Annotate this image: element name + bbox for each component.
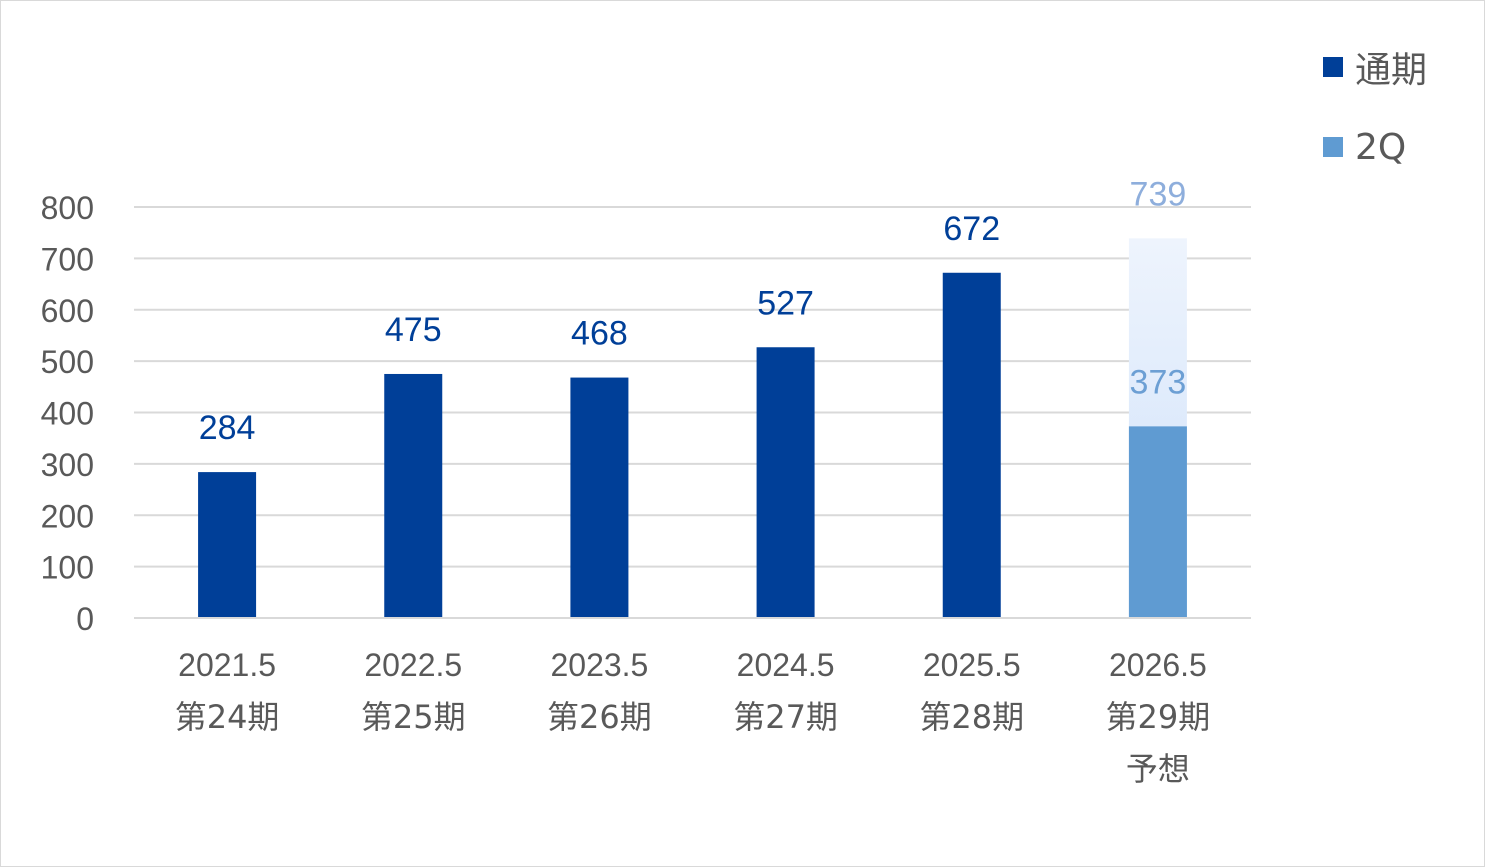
x-tick-label-1-line-1: 2021.5 bbox=[178, 647, 276, 683]
x-tick-label-4-line-2: 第27期 bbox=[733, 698, 838, 736]
bar-full-year-2 bbox=[384, 373, 443, 618]
data-label-2q: 373 bbox=[1130, 363, 1187, 401]
x-tick-label-3-line-1: 2023.5 bbox=[550, 647, 648, 683]
y-tick-label-0: 0 bbox=[76, 601, 94, 637]
y-tick-label-400: 400 bbox=[41, 396, 94, 432]
y-tick-label-500: 500 bbox=[41, 344, 94, 380]
y-tick-label-600: 600 bbox=[41, 293, 94, 329]
bar-2q bbox=[1128, 426, 1187, 618]
x-tick-label-2-line-1: 2022.5 bbox=[364, 647, 462, 683]
y-tick-label-100: 100 bbox=[41, 550, 94, 586]
legend-swatch-2q bbox=[1323, 137, 1343, 157]
x-tick-label-5-line-2: 第28期 bbox=[919, 698, 1024, 736]
legend: 通期 2Q bbox=[1323, 43, 1427, 203]
data-label-full-year-2: 475 bbox=[385, 311, 442, 349]
bar-full-year-3 bbox=[570, 377, 629, 618]
x-tick-label-3-line-2: 第26期 bbox=[547, 698, 652, 736]
legend-label-2q: 2Q bbox=[1355, 126, 1407, 168]
y-tick-label-800: 800 bbox=[41, 190, 94, 226]
bar-full-year-1 bbox=[198, 472, 257, 618]
x-tick-label-6-line-3: 予想 bbox=[1126, 750, 1190, 788]
bar-full-year-5 bbox=[942, 272, 1001, 618]
bar-full-year-4 bbox=[756, 347, 815, 618]
x-tick-label-2-line-2: 第25期 bbox=[361, 698, 466, 736]
x-tick-label-5-line-1: 2025.5 bbox=[923, 647, 1021, 683]
legend-item-2q: 2Q bbox=[1323, 123, 1427, 171]
legend-swatch-full-year bbox=[1323, 57, 1343, 77]
data-label-full-year-4: 527 bbox=[757, 284, 814, 322]
data-label-full-year-forecast: 739 bbox=[1130, 175, 1187, 213]
data-label-full-year-5: 672 bbox=[943, 210, 1000, 248]
legend-label-full-year: 通期 bbox=[1355, 50, 1428, 91]
legend-item-full-year: 通期 bbox=[1323, 43, 1427, 91]
x-tick-label-6-line-1: 2026.5 bbox=[1109, 647, 1207, 683]
x-tick-label-1-line-2: 第24期 bbox=[175, 698, 280, 736]
data-label-full-year-3: 468 bbox=[571, 315, 628, 353]
y-tick-label-700: 700 bbox=[41, 241, 94, 277]
data-label-full-year-1: 284 bbox=[199, 409, 256, 447]
x-tick-label-4-line-1: 2024.5 bbox=[737, 647, 835, 683]
x-tick-label-6-line-2: 第29期 bbox=[1106, 698, 1211, 736]
y-tick-label-200: 200 bbox=[41, 498, 94, 534]
y-tick-label-300: 300 bbox=[41, 447, 94, 483]
